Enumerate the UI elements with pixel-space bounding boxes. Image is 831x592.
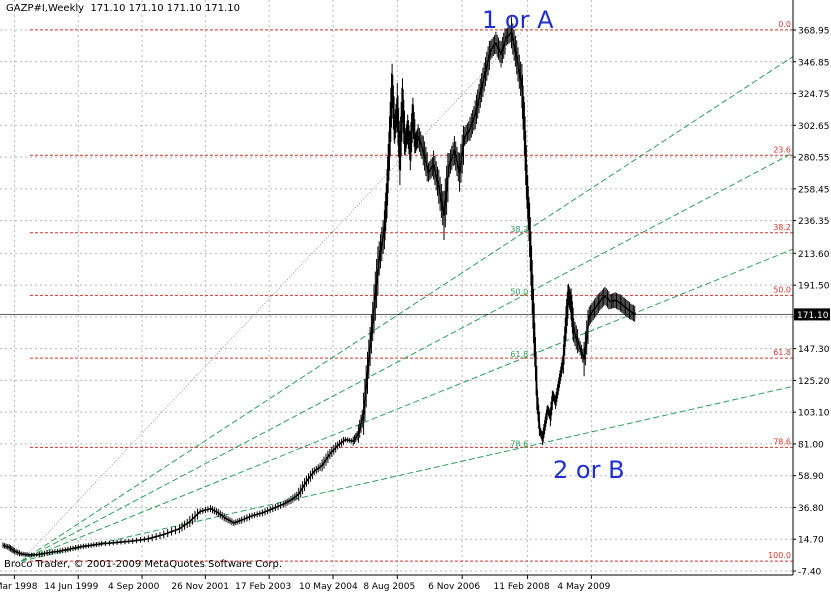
x-tick-label: 17 Feb 2003 bbox=[235, 582, 291, 592]
y-tick-label: 324.75 bbox=[798, 90, 830, 100]
x-tick-label: 23 Mar 1998 bbox=[0, 582, 38, 592]
y-tick-label: 302.65 bbox=[798, 122, 830, 132]
y-tick-label: 125.20 bbox=[798, 377, 830, 387]
x-tick-label: 10 May 2004 bbox=[299, 582, 358, 592]
y-tick-label: 81.00 bbox=[798, 440, 824, 450]
fan-line-label: 78.6 bbox=[510, 439, 528, 448]
fan-trend-line bbox=[20, 29, 524, 562]
fan-line bbox=[21, 385, 794, 562]
ohlc-values: 171.10 171.10 171.10 171.10 bbox=[90, 3, 240, 14]
x-tick-label: 4 Sep 2000 bbox=[108, 582, 160, 592]
x-tick-label: 4 May 2009 bbox=[557, 582, 610, 592]
fib-level-label: 61.8 bbox=[773, 348, 791, 357]
fib-level-label: 100.0 bbox=[768, 551, 791, 560]
y-tick-label: 280.55 bbox=[798, 154, 830, 164]
y-tick-label: 258.45 bbox=[798, 185, 830, 195]
copyright-text: Broco Trader, © 2001-2009 MetaQuotes Sof… bbox=[4, 559, 282, 570]
fib-level-label: 78.6 bbox=[773, 437, 791, 446]
x-tick-label: 26 Nov 2001 bbox=[171, 582, 229, 592]
symbol-info: GAZP#I,Weekly 171.10 171.10 171.10 171.1… bbox=[6, 3, 240, 14]
price-bars bbox=[2, 17, 636, 558]
wave-label-bottom: 2 or B bbox=[553, 456, 625, 484]
current-price-label: 171.10 bbox=[797, 311, 829, 321]
fib-level-label: 0.0 bbox=[778, 20, 791, 29]
current-price-box bbox=[794, 308, 830, 321]
fib-level-label: 23.6 bbox=[773, 145, 791, 154]
y-tick-label: 191.50 bbox=[798, 282, 830, 292]
x-tick-label: 11 Feb 2008 bbox=[494, 582, 550, 592]
fan-line bbox=[20, 152, 794, 562]
y-tick-label: -7.40 bbox=[798, 568, 822, 578]
price-series-line bbox=[2, 31, 637, 556]
x-tick-label: 8 Aug 2005 bbox=[363, 582, 415, 592]
wave-label-top: 1 or A bbox=[482, 6, 554, 34]
y-tick-label: 346.85 bbox=[798, 58, 830, 68]
x-tick-label: 14 Jun 1999 bbox=[44, 582, 98, 592]
fib-level-label: 50.0 bbox=[773, 285, 791, 294]
fan-line bbox=[20, 56, 794, 562]
y-tick-label: 236.35 bbox=[798, 217, 830, 227]
fan-line bbox=[20, 248, 794, 562]
fan-line-label: 50.0 bbox=[510, 287, 528, 296]
y-tick-label: 36.80 bbox=[798, 504, 824, 514]
fib-level-label: 38.2 bbox=[773, 223, 791, 232]
y-tick-label: 58.90 bbox=[798, 472, 824, 482]
fan-line-label: 61.8 bbox=[510, 350, 528, 359]
y-tick-label: 368.95 bbox=[798, 27, 830, 37]
y-tick-label: 14.70 bbox=[798, 536, 824, 546]
y-tick-label: 147.30 bbox=[798, 345, 830, 355]
fan-line-label: 38.2 bbox=[510, 225, 528, 234]
x-tick-label: 6 Nov 2006 bbox=[428, 582, 480, 592]
y-tick-label: 103.10 bbox=[798, 409, 830, 419]
y-tick-label: 213.60 bbox=[798, 250, 830, 260]
symbol-label: GAZP#I,Weekly bbox=[6, 3, 85, 14]
